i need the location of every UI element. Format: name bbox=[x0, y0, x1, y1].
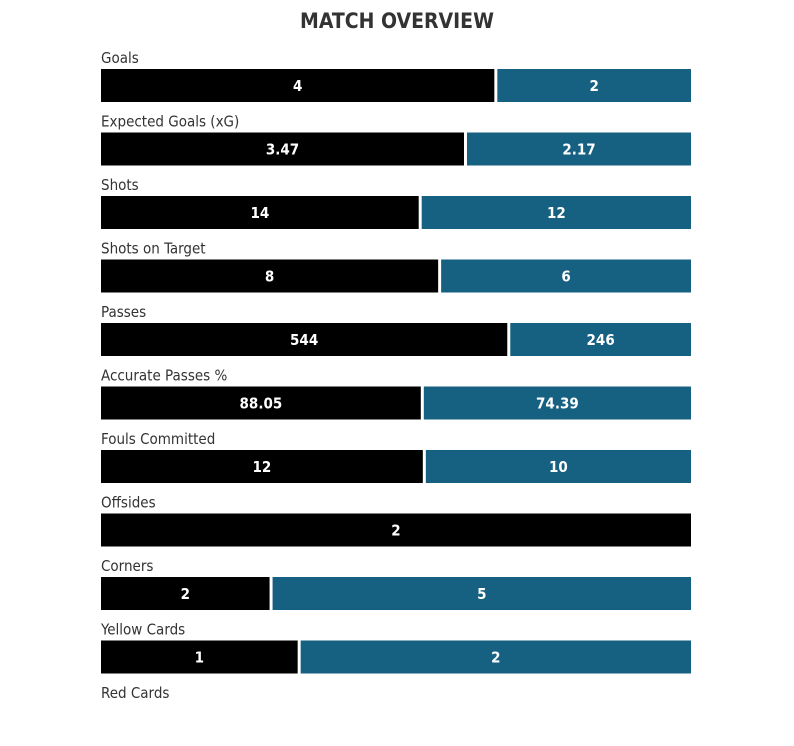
away-value-label: 2.17 bbox=[562, 141, 595, 159]
stat-label: Corners bbox=[101, 557, 153, 575]
away-bar bbox=[272, 577, 691, 610]
away-value-label: 5 bbox=[477, 585, 486, 603]
home-value-label: 14 bbox=[250, 204, 269, 222]
stat-label: Yellow Cards bbox=[100, 621, 185, 639]
away-value-label: 74.39 bbox=[536, 395, 579, 413]
home-value-label: 2 bbox=[391, 522, 400, 540]
away-value-label: 2 bbox=[491, 649, 500, 667]
home-value-label: 1 bbox=[195, 649, 204, 667]
stat-label: Red Cards bbox=[101, 684, 169, 702]
home-value-label: 3.47 bbox=[266, 141, 299, 159]
away-value-label: 246 bbox=[587, 331, 615, 349]
home-value-label: 544 bbox=[290, 331, 318, 349]
away-bar bbox=[423, 386, 691, 420]
stat-label: Shots bbox=[101, 176, 139, 194]
stat-label: Shots on Target bbox=[101, 240, 206, 258]
home-bar bbox=[101, 323, 508, 356]
away-bar bbox=[510, 323, 691, 356]
away-bar bbox=[466, 132, 691, 166]
home-bar bbox=[101, 640, 298, 674]
home-value-label: 2 bbox=[181, 585, 190, 603]
stat-label: Offsides bbox=[101, 494, 156, 512]
away-value-label: 6 bbox=[561, 268, 570, 286]
home-value-label: 12 bbox=[253, 458, 272, 476]
stat-label: Goals bbox=[101, 49, 139, 67]
home-bar bbox=[101, 577, 270, 610]
home-bar bbox=[101, 513, 691, 547]
away-bar bbox=[425, 450, 691, 483]
stat-label: Fouls Committed bbox=[101, 430, 215, 448]
home-bar bbox=[101, 386, 421, 420]
chart-title: MATCH OVERVIEW bbox=[300, 9, 494, 33]
home-bar bbox=[101, 69, 495, 102]
home-bar bbox=[101, 196, 419, 229]
away-bar bbox=[421, 196, 691, 229]
home-bar bbox=[101, 132, 464, 166]
stat-rows: Goals 4 2 Expected Goals (xG) 3.47 2.17 Shots 1… bbox=[100, 49, 691, 702]
away-value-label: 12 bbox=[547, 204, 566, 222]
away-bar bbox=[497, 69, 691, 102]
stat-label: Accurate Passes % bbox=[101, 367, 227, 385]
stat-label: Passes bbox=[101, 303, 146, 321]
home-bar bbox=[101, 259, 439, 293]
stat-label: Expected Goals (xG) bbox=[101, 113, 239, 131]
home-value-label: 8 bbox=[265, 268, 274, 286]
home-bar bbox=[101, 450, 423, 483]
away-bar bbox=[441, 259, 691, 293]
home-value-label: 88.05 bbox=[240, 395, 283, 413]
away-value-label: 2 bbox=[589, 77, 598, 95]
away-value-label: 10 bbox=[549, 458, 568, 476]
away-bar bbox=[300, 640, 691, 674]
home-value-label: 4 bbox=[293, 77, 302, 95]
